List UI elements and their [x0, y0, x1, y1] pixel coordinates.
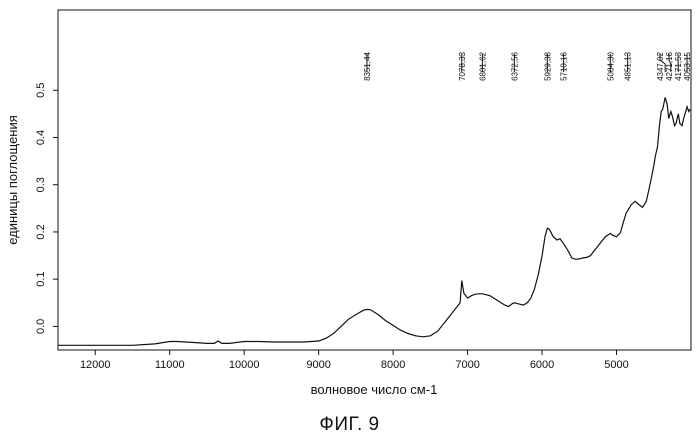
y-axis-ticks: 0.0 0.1 0.2 0.3 0.4 0.5 [35, 83, 58, 334]
peak-label: 4347,02 [656, 51, 665, 80]
spectrum-line [58, 97, 690, 345]
peak-marker: 7078,33 [458, 51, 467, 80]
peak-marker: 4171,53 [674, 51, 683, 80]
x-tick-label: 9000 [306, 359, 330, 371]
x-tick-label: 6000 [530, 359, 554, 371]
peak-marker: 4851,13 [624, 51, 633, 80]
y-tick-label: 0.1 [35, 272, 47, 287]
x-tick-label: 7000 [455, 359, 479, 371]
x-axis-label: волновое число см-1 [311, 382, 438, 397]
peak-marker: 5929,38 [543, 51, 552, 80]
x-tick-label: 12000 [80, 359, 111, 371]
peak-markers: 8351,44 7078,33 6801,62 6372,56 5929,38 5710,… [363, 51, 692, 80]
y-tick-label: 0.5 [35, 83, 47, 98]
peak-label: 7078,33 [458, 51, 467, 80]
peak-marker: 6801,62 [478, 51, 487, 80]
peak-label: 4053,15 [683, 51, 692, 80]
peak-marker: 4347,02 [656, 51, 665, 80]
peak-marker: 5710,16 [560, 51, 569, 80]
y-tick-label: 0.0 [35, 319, 47, 334]
figure-caption: ФИГ. 9 [0, 414, 699, 436]
x-tick-label: 11000 [155, 359, 185, 371]
peak-label: 6372,56 [510, 51, 519, 80]
peak-marker: 5084,30 [606, 51, 615, 80]
x-axis-ticks: 12000 11000 10000 9000 8000 7000 6000 5000 [80, 350, 629, 371]
peak-label: 4171,53 [674, 51, 683, 80]
y-tick-label: 0.2 [35, 224, 47, 239]
x-tick-label: 8000 [381, 359, 405, 371]
peak-marker: 8351,44 [363, 51, 372, 80]
peak-marker: 4271,16 [665, 51, 674, 80]
peak-marker: 6372,56 [510, 51, 519, 80]
peak-label: 6801,62 [478, 51, 487, 80]
peak-marker: 4053,15 [683, 51, 692, 80]
peak-label: 8351,44 [363, 51, 372, 80]
y-tick-label: 0.3 [35, 177, 47, 192]
peak-label: 4851,13 [624, 51, 633, 80]
y-axis-label: единицы поглощения [5, 115, 20, 245]
y-tick-label: 0.4 [35, 130, 47, 145]
plot-frame [58, 10, 691, 350]
peak-label: 5929,38 [543, 51, 552, 80]
x-tick-label: 10000 [229, 359, 260, 371]
x-tick-label: 5000 [604, 359, 628, 371]
peak-label: 5084,30 [606, 51, 615, 80]
peak-label: 4271,16 [665, 51, 674, 80]
peak-label: 5710,16 [560, 51, 569, 80]
